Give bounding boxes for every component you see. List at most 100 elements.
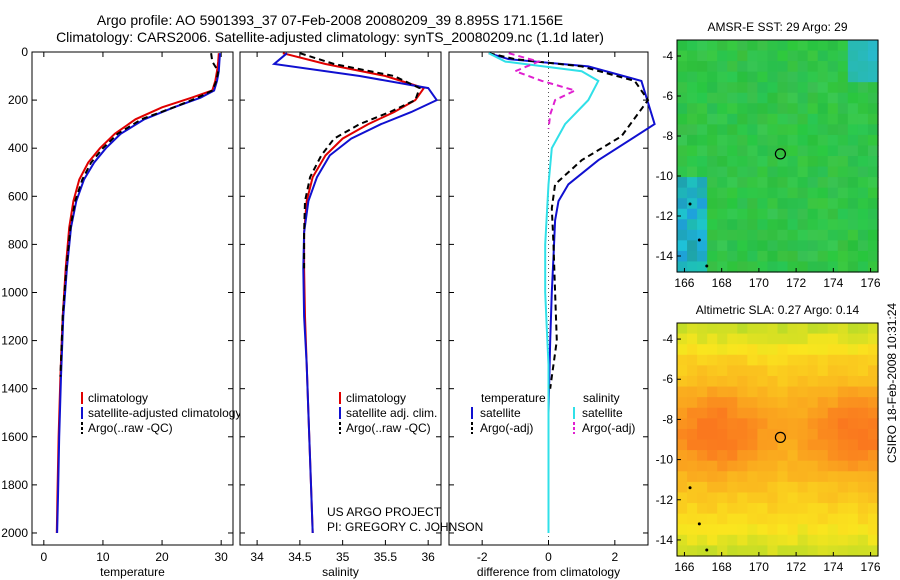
sla-cell	[687, 524, 698, 536]
sla-cell	[687, 397, 698, 409]
sla-cell	[757, 481, 769, 494]
sla-map-panel: 166 168 170 172 174 176 -4 -6 -8 -10 -12 -14 Altimet…	[656, 303, 881, 574]
sla-cell	[747, 439, 758, 451]
sla-cell	[867, 344, 879, 356]
sst-cell	[737, 71, 748, 83]
sst-cell	[837, 219, 849, 231]
sla-cell	[717, 365, 728, 377]
sst-cell	[787, 208, 799, 220]
sst-cell	[767, 187, 779, 199]
sst-cell	[837, 145, 849, 157]
sst-cell	[787, 71, 799, 83]
sla-cell	[757, 407, 769, 419]
sla-cell	[717, 471, 728, 483]
sla-cell	[857, 418, 869, 430]
sst-cell	[837, 198, 849, 210]
sst-cell	[797, 187, 809, 199]
sla-cell	[787, 503, 799, 515]
sla-cell	[767, 365, 779, 377]
sla-cell	[757, 450, 769, 462]
sst-cell	[707, 198, 718, 210]
sst-cell	[727, 156, 738, 168]
sst-cell	[817, 82, 829, 94]
sla-cell	[697, 407, 708, 419]
sla-cell	[867, 407, 879, 419]
sst-cell	[707, 50, 718, 62]
sst-cell	[817, 71, 829, 83]
sst-cell	[697, 82, 708, 94]
sst-cell	[797, 113, 809, 125]
credit-line2: PI: GREGORY C. JOHNSON	[327, 520, 484, 534]
sla-cell	[757, 513, 769, 525]
sla-cell	[867, 323, 879, 335]
salinity-legend-label: Argo(..raw -QC)	[346, 421, 431, 435]
sst-cell	[757, 261, 769, 273]
sla-cell	[697, 428, 708, 441]
sst-cell	[697, 124, 708, 136]
sst-cell	[717, 240, 728, 252]
sst-cell	[737, 50, 748, 62]
sst-cell	[777, 240, 789, 252]
sla-cell	[717, 481, 728, 494]
sla-cell	[837, 524, 849, 536]
sla-cell	[767, 323, 779, 335]
sst-cell	[777, 219, 789, 231]
sla-cell	[867, 513, 879, 525]
sst-cell	[837, 61, 849, 73]
sst-cell	[847, 208, 859, 220]
sst-cell	[747, 187, 758, 199]
sst-cell	[787, 177, 799, 189]
sst-cell	[767, 82, 779, 94]
sla-cell	[737, 323, 748, 335]
sst-cell	[697, 261, 708, 273]
sla-cell	[817, 534, 829, 547]
sst-cell	[777, 166, 789, 178]
sst-cell	[757, 250, 769, 263]
temperature-xtick-label: 30	[214, 550, 228, 564]
sla-argo-location-marker	[774, 431, 787, 443]
sst-cell	[797, 166, 809, 178]
sst-cell	[767, 50, 779, 62]
sla-cell	[697, 513, 708, 525]
sst-cell	[737, 134, 748, 147]
sla-cell	[687, 534, 698, 547]
sst-cell	[827, 219, 839, 231]
sla-cell	[857, 513, 869, 525]
sst-cell	[847, 156, 859, 168]
sla-cell	[747, 375, 758, 388]
sst-cell	[737, 61, 748, 73]
sla-cell	[817, 545, 829, 557]
sla-cell	[727, 375, 738, 388]
sst-cell	[757, 71, 769, 83]
sst-cell	[817, 261, 829, 273]
sst-cell	[747, 219, 758, 231]
sla-cell	[737, 333, 748, 345]
sst-cell	[847, 250, 859, 263]
sla-cell	[797, 534, 809, 547]
sla-cell	[817, 386, 829, 398]
sst-island	[697, 238, 701, 242]
sst-cell	[787, 82, 799, 94]
sst-cell	[727, 219, 738, 231]
sla-cell	[837, 386, 849, 398]
sla-cell	[707, 333, 718, 345]
sst-cell	[697, 198, 708, 210]
sst-cell	[687, 187, 698, 199]
sla-xtick-label: 172	[786, 560, 806, 574]
sst-cell	[817, 113, 829, 125]
sst-ytick-label: -12	[656, 209, 674, 223]
sla-cell	[807, 354, 819, 366]
sst-cell	[857, 229, 869, 241]
sst-cell	[727, 40, 738, 52]
sla-cell	[787, 439, 799, 451]
sla-cell	[687, 503, 698, 515]
sst-cell	[727, 208, 738, 220]
sst-cell	[697, 40, 708, 52]
sst-cell	[827, 261, 839, 273]
sla-cell	[827, 460, 839, 472]
sst-cell	[697, 240, 708, 252]
sst-cell	[727, 166, 738, 178]
sst-cell	[857, 113, 869, 125]
sst-cell	[727, 177, 738, 189]
sst-xtick-label: 176	[861, 276, 881, 290]
